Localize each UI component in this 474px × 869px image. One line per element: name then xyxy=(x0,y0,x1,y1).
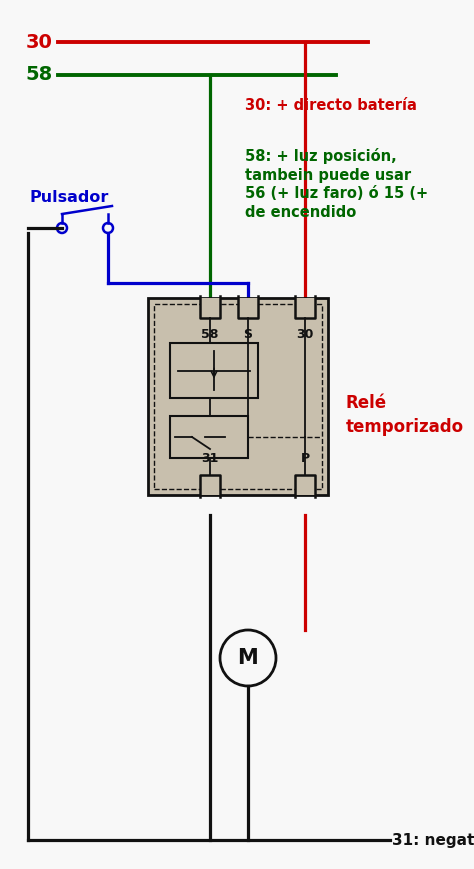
FancyBboxPatch shape xyxy=(200,475,220,495)
Text: 58: 58 xyxy=(201,328,219,341)
Text: 58: 58 xyxy=(26,65,53,84)
Text: 31: 31 xyxy=(201,452,219,465)
Text: P: P xyxy=(301,452,310,465)
FancyBboxPatch shape xyxy=(200,298,220,318)
Text: Pulsador: Pulsador xyxy=(30,190,109,205)
Text: 31: negativo: 31: negativo xyxy=(392,833,474,847)
Text: 30: + directo batería: 30: + directo batería xyxy=(245,98,417,113)
Text: 30: 30 xyxy=(296,328,314,341)
FancyBboxPatch shape xyxy=(148,298,328,495)
Text: M: M xyxy=(237,648,258,668)
FancyBboxPatch shape xyxy=(238,298,258,318)
FancyBboxPatch shape xyxy=(295,298,315,318)
FancyBboxPatch shape xyxy=(170,416,248,458)
Text: Relé
temporizado: Relé temporizado xyxy=(346,395,464,435)
FancyBboxPatch shape xyxy=(170,343,258,398)
FancyBboxPatch shape xyxy=(295,475,315,495)
Text: 30: 30 xyxy=(26,32,53,51)
Text: 58: + luz posición,
tambein puede usar
56 (+ luz faro) ó 15 (+
de encendido: 58: + luz posición, tambein puede usar 5… xyxy=(245,148,428,220)
Text: S: S xyxy=(244,328,253,341)
